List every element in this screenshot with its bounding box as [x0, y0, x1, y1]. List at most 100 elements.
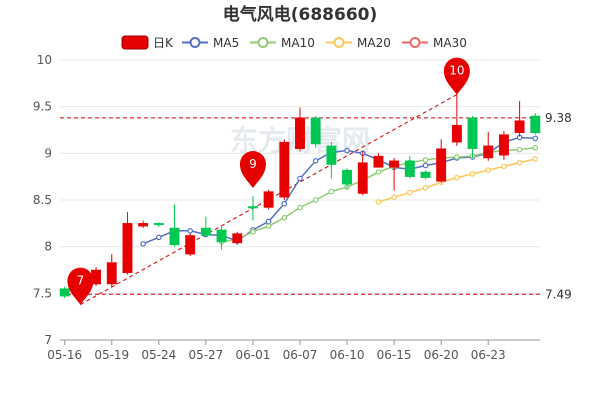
moving-average-lines: [140, 134, 539, 247]
ma20-point: [407, 189, 413, 196]
legend-marker-icon: [257, 37, 269, 48]
x-tick-label: 05-27: [188, 348, 223, 362]
x-tick-label: 06-23: [471, 348, 506, 362]
ma5-point: [281, 200, 288, 207]
ma5-point: [140, 241, 146, 247]
ma10-point: [328, 188, 335, 195]
candle-body: [232, 233, 243, 244]
grid-lines: [60, 59, 540, 341]
candle-body: [326, 145, 337, 165]
candle-body: [373, 155, 384, 168]
candle-body: [169, 227, 180, 246]
legend-marker-icon: [409, 37, 421, 48]
candle-body: [530, 115, 541, 134]
ma5-point: [156, 234, 162, 241]
candle-body: [436, 148, 447, 182]
candle-body: [263, 191, 274, 208]
ma20-point: [375, 199, 382, 205]
reference-line-label: 7.49: [545, 287, 572, 301]
candle-body: [483, 145, 494, 159]
ma5-point: [312, 158, 319, 164]
ma5-point: [265, 218, 272, 225]
y-tick-label: 9: [44, 146, 52, 160]
candle-body: [295, 117, 305, 149]
x-tick-label: 05-16: [47, 348, 82, 362]
y-tick-label: 8.5: [33, 193, 52, 207]
ma5-point: [532, 135, 539, 142]
candle-body: [342, 169, 353, 185]
candle-body: [498, 134, 509, 156]
y-tick-label: 7: [44, 333, 52, 347]
ma10-point: [265, 223, 272, 229]
y-tick-label: 9.5: [33, 100, 52, 114]
x-tick-label: 05-24: [141, 348, 176, 362]
legend-marker-icon: [333, 37, 345, 48]
x-axis-ticks: 05-16 05-19 05-24 05-27 06-01 06-07 06-10 06-15…: [47, 340, 506, 362]
legend-label: MA20: [357, 36, 391, 50]
candle-body: [122, 223, 133, 274]
candle-body: [185, 235, 196, 255]
ma20-point: [469, 171, 476, 177]
candle-body: [216, 229, 227, 243]
ma10-point: [281, 214, 288, 221]
legend-candle-icon: [121, 35, 149, 50]
marker-pin: [67, 267, 94, 305]
ma20-point: [516, 159, 523, 166]
ma5-point: [422, 162, 429, 169]
ma10-point: [375, 169, 382, 175]
candle-body: [467, 117, 478, 149]
ma20-point: [422, 185, 429, 191]
candle-body: [389, 160, 400, 168]
candle-body: [59, 288, 70, 297]
candle-body: [138, 223, 149, 227]
value-markers: 7 9 10: [67, 57, 470, 305]
x-tick-label: 06-15: [377, 348, 412, 362]
x-tick-label: 06-10: [330, 348, 365, 362]
legend-label: 日K: [153, 36, 174, 50]
candle-body: [420, 171, 431, 178]
candle-body: [106, 262, 117, 285]
candles: [59, 94, 541, 305]
candle-body: [247, 206, 258, 209]
x-tick-label: 06-01: [236, 348, 271, 362]
candle-body: [514, 120, 525, 134]
ma20-point: [391, 194, 397, 201]
candle-body: [310, 117, 321, 145]
chart-title: 电气风电(688660): [223, 4, 378, 25]
legend-label: MA10: [281, 36, 315, 50]
candle-body: [279, 141, 290, 198]
y-tick-label: 8: [44, 240, 52, 254]
ma20-point: [485, 167, 492, 173]
legend-label: MA30: [433, 36, 467, 50]
legend-label: MA5: [213, 36, 239, 50]
ma20-point: [501, 163, 507, 170]
candle-body: [451, 125, 462, 143]
ma10-point: [312, 197, 319, 203]
ma20-point: [454, 174, 460, 181]
ma20-point: [532, 156, 539, 162]
marker-label: 9: [249, 157, 257, 171]
y-tick-label: 7.5: [33, 286, 52, 300]
x-tick-label: 05-19: [94, 348, 129, 362]
candle-body: [404, 160, 415, 177]
candle-body: [200, 227, 211, 236]
y-tick-label: 10: [37, 53, 52, 67]
marker-label: 7: [77, 274, 85, 288]
y-axis-ticks: 7 7.5 8 8.5 9 9.5 10: [33, 53, 52, 347]
marker-pin: [239, 151, 266, 188]
marker-pin: [443, 57, 470, 95]
ma10-point: [250, 228, 256, 235]
ma5-point: [187, 228, 193, 234]
candle-body: [153, 223, 164, 226]
legend-marker-icon: [189, 37, 201, 48]
candle-body: [357, 162, 368, 194]
trend-line: [80, 94, 458, 305]
x-tick-label: 06-20: [424, 348, 459, 362]
reference-line-label: 9.38: [545, 111, 572, 125]
ma5-point: [297, 175, 303, 182]
chart-legend: 日K MA5 MA10 MA20 MA30: [121, 35, 467, 50]
ma10-point: [454, 154, 460, 160]
trend-line-segment: [80, 94, 458, 305]
marker-label: 10: [449, 64, 464, 78]
